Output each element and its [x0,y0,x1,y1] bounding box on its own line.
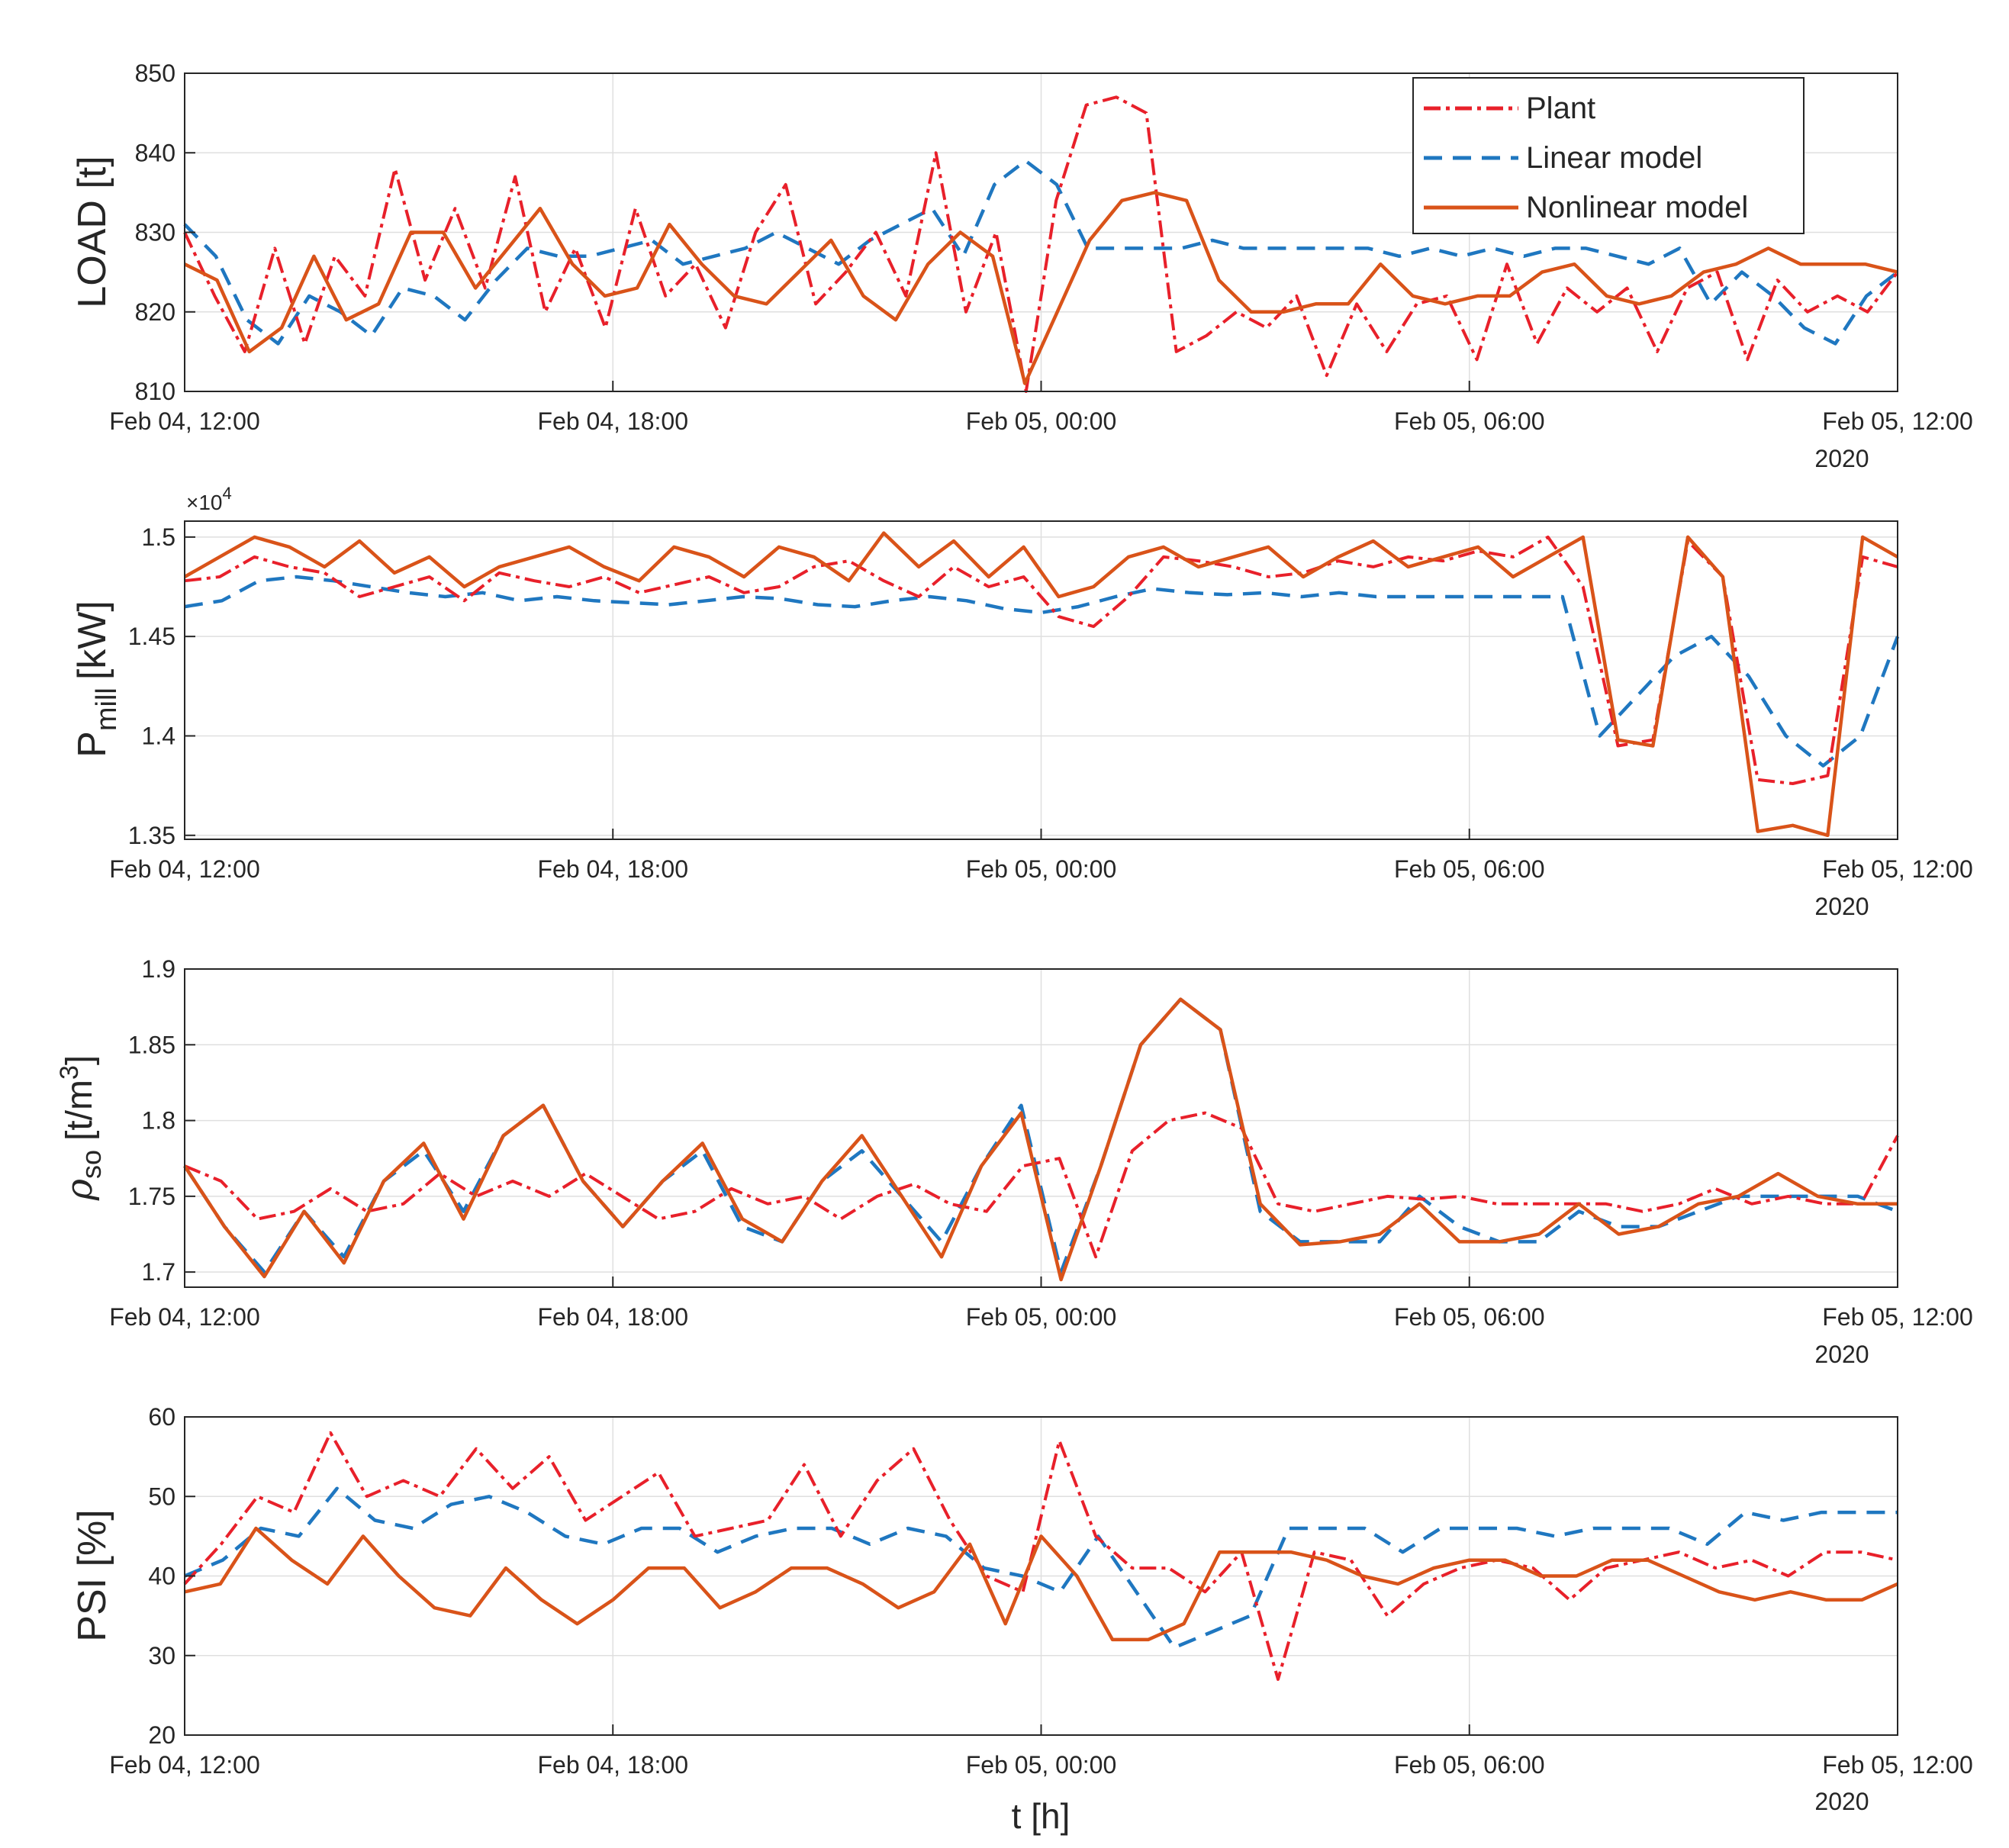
psi-x-year: 2020 [1814,1788,1869,1815]
load-x-ticks: Feb 04, 12:00 Feb 04, 18:00 Feb 05, 00:00 F… [109,381,1973,435]
pmill-lines [183,531,1900,838]
pmill-x-tick-label: Feb 04, 12:00 [109,855,259,883]
load-y-tick-label: 840 [135,139,175,166]
rho-y-label-sup: 3 [55,1065,84,1080]
legend: Plant Linear model Nonlinear model [1412,77,1805,234]
rho-x-year: 2020 [1814,1341,1869,1368]
psi-y-tick-label: 20 [148,1721,175,1749]
psi-x-ticks: Feb 04, 12:00 Feb 04, 18:00 Feb 05, 00:00 F… [109,1724,1973,1779]
load-y-tick-label: 810 [135,378,175,405]
pmill-x-tick-label: Feb 05, 12:00 [1822,855,1972,883]
psi-x-tick-label: Feb 04, 12:00 [109,1751,259,1779]
psi-series-linear-model [184,1486,1898,1650]
rho-y-ticks: 1.7 1.75 1.8 1.85 1.9 [128,955,195,1286]
load-x-tick-label: Feb 05, 06:00 [1394,407,1544,435]
rho-x-tick-label: Feb 04, 18:00 [538,1303,688,1331]
pmill-x-year: 2020 [1814,893,1869,920]
pmill-y-label-unit: [kW] [70,600,114,680]
load-series-plant [183,95,1899,393]
psi-series-nonlinear-model [184,1526,1898,1642]
pmill-exponent-power: 4 [223,484,232,503]
rho-y-tick-label: 1.85 [128,1031,175,1058]
rho-x-tick-label: Feb 05, 12:00 [1822,1303,1972,1331]
rho-y-tick-label: 1.8 [142,1107,175,1135]
pmill-panel: 1.35 1.4 1.45 1.5 Feb 04, 12:00 Feb 04, 18:0… [70,484,1973,920]
pmill-series-linear-model [184,575,1900,768]
legend-plant-label: Plant [1526,92,1595,125]
psi-series-plant [183,1431,1898,1681]
load-y-tick-label: 850 [135,60,175,87]
psi-lines [183,1431,1898,1681]
rho-y-label-end: ] [60,1055,100,1065]
rho-series-nonlinear-model [183,997,1898,1282]
rho-x-ticks: Feb 04, 12:00 Feb 04, 18:00 Feb 05, 00:00 F… [109,1277,1973,1331]
pmill-exponent: ×104 [186,484,232,514]
x-axis-label: t [h] [1012,1796,1071,1836]
rho-panel: 1.71.751.81.851.9 Feb 04, 12:00 Feb 04, 1… [55,955,1973,1368]
load-y-label: LOAD [t] [70,156,114,307]
psi-x-tick-label: Feb 05, 00:00 [966,1751,1116,1779]
load-x-tick-label: Feb 04, 18:00 [538,407,688,435]
rho-y-tick-label: 1.7 [142,1258,175,1286]
pmill-y-label-sub: mill [91,687,123,731]
rho-y-label-unit: [t/m [60,1080,100,1141]
pmill-y-label: Pmill [kW] [70,600,123,758]
pmill-y-tick-label: 1.4 [142,722,175,749]
rho-y-label-sub: so [76,1150,107,1179]
load-x-year: 2020 [1814,445,1869,472]
pmill-y-ticks: 1.35 1.4 1.45 1.5 [128,523,195,849]
pmill-y-tick-label: 1.35 [128,822,175,849]
pmill-exponent-base: ×10 [186,491,223,514]
rho-x-tick-label: Feb 04, 12:00 [109,1303,259,1331]
pmill-y-tick-label: 1.45 [128,623,175,650]
psi-x-tick-label: Feb 05, 06:00 [1394,1751,1544,1779]
legend-nonlinear-label: Nonlinear model [1526,191,1748,224]
psi-y-tick-label: 30 [148,1642,175,1669]
rho-y-tick-label: 1.9 [142,955,175,983]
load-panel: 810 820 830 840 850 Feb 04, 12:00 Feb 04, 18:… [70,60,1973,472]
rho-y-label: ρso [t/m3] [55,1055,107,1202]
rho-y-tick-label: 1.75 [128,1183,175,1210]
load-y-tick-label: 830 [135,219,175,246]
rho-x-tick-label: Feb 05, 06:00 [1394,1303,1544,1331]
load-y-ticks: 810 820 830 840 850 [135,60,195,405]
pmill-series-plant [184,535,1898,785]
load-series-nonlinear-model [184,191,1898,385]
rho-lines [183,997,1899,1282]
pmill-series-nonlinear-model [183,531,1899,838]
load-lines [183,95,1899,393]
psi-y-label: PSI [%] [70,1509,114,1641]
legend-linear-label: Linear model [1526,141,1702,175]
load-x-tick-label: Feb 05, 12:00 [1822,407,1972,435]
rho-y-label-main: ρ [58,1179,101,1201]
psi-x-tick-label: Feb 04, 18:00 [538,1751,688,1779]
psi-y-ticks: 20 30 40 50 60 [148,1403,195,1749]
psi-y-tick-label: 60 [148,1403,175,1431]
load-x-tick-label: Feb 05, 00:00 [966,407,1116,435]
rho-x-tick-label: Feb 05, 00:00 [966,1303,1116,1331]
psi-y-tick-label: 50 [148,1483,175,1510]
pmill-y-label-main: P [70,731,114,758]
load-x-tick-label: Feb 04, 12:00 [109,407,259,435]
pmill-x-tick-label: Feb 05, 00:00 [966,855,1116,883]
pmill-x-tick-label: Feb 05, 06:00 [1394,855,1544,883]
pmill-x-tick-label: Feb 04, 18:00 [538,855,688,883]
pmill-x-ticks: Feb 04, 12:00 Feb 04, 18:00 Feb 05, 00:00 F… [109,829,1973,883]
pmill-y-tick-label: 1.5 [142,523,175,551]
psi-x-tick-label: Feb 05, 12:00 [1822,1751,1972,1779]
load-y-tick-label: 820 [135,298,175,326]
rho-series-linear-model [183,997,1898,1274]
load-series-linear-model [183,159,1899,346]
rho-series-plant [184,1111,1899,1259]
psi-y-tick-label: 40 [148,1563,175,1590]
